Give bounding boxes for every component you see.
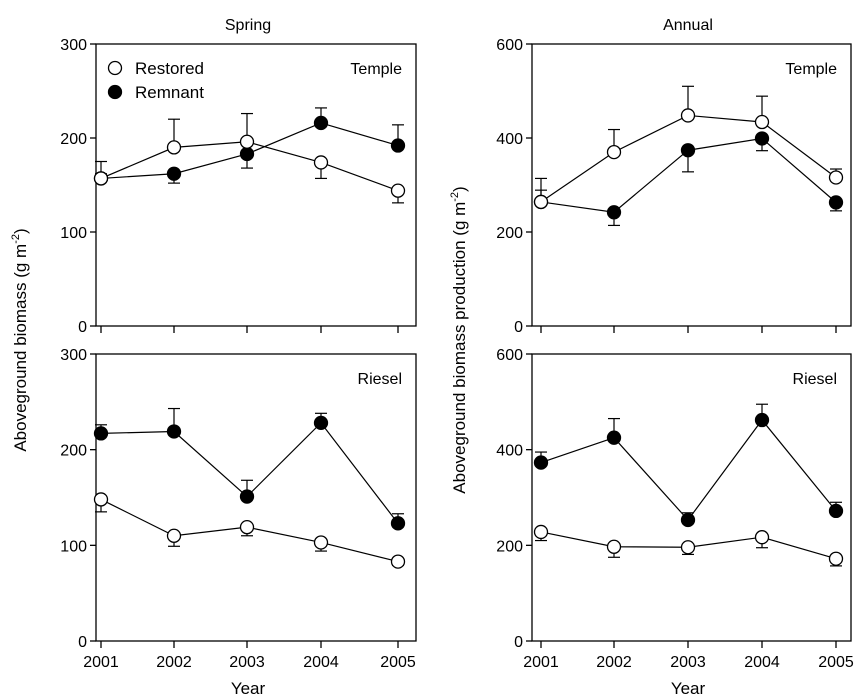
point-remnant xyxy=(313,115,329,131)
panel-riesel: 0 200 400 600 2001 2002 2003 2004 2005 Riesel xyxy=(496,347,854,671)
point-restored xyxy=(680,540,696,555)
panel-riesel: 0 100 200 300 2001 2002 2003 2004 2005 Riesel xyxy=(60,347,417,671)
y-tick-label: 100 xyxy=(60,225,87,242)
point-remnant xyxy=(390,516,406,531)
x-tick-label: 2001 xyxy=(83,654,119,671)
point-restored xyxy=(166,140,182,155)
point-restored xyxy=(754,530,770,545)
column-title-spring: Spring xyxy=(225,17,271,34)
y-tick-label: 400 xyxy=(496,131,523,148)
point-restored xyxy=(93,171,109,186)
x-tick-label: 2002 xyxy=(596,654,632,671)
point-restored xyxy=(533,524,549,540)
y-tick-label: 600 xyxy=(496,37,523,54)
panel-annual-temple: 0 200 400 600 Temple xyxy=(496,37,852,336)
point-restored xyxy=(390,554,406,569)
point-remnant xyxy=(680,143,696,158)
point-remnant xyxy=(606,205,622,220)
x-tick-label: 2002 xyxy=(156,654,192,671)
site-label: Riesel xyxy=(793,371,837,388)
point-remnant xyxy=(680,512,696,528)
y-axis-title-left: Aboveground biomass (g m-2) xyxy=(10,228,30,451)
point-remnant xyxy=(166,166,182,181)
point-remnant xyxy=(166,424,182,439)
legend-marker-remnant xyxy=(107,84,123,100)
series-restored xyxy=(533,85,844,210)
point-remnant xyxy=(93,426,109,441)
series-restored xyxy=(533,524,844,567)
point-restored xyxy=(166,528,182,543)
panels: 0100200300Temple0200400600Temple01002003… xyxy=(60,37,854,671)
point-restored xyxy=(828,170,844,185)
point-remnant xyxy=(533,455,549,470)
point-restored xyxy=(828,551,844,566)
y-tick-label: 0 xyxy=(78,634,87,651)
site-label: Temple xyxy=(785,61,837,78)
x-axis-title-left: Year xyxy=(231,679,266,698)
point-remnant xyxy=(754,412,770,428)
legend-label-remnant: Remnant xyxy=(135,83,204,102)
x-tick-label: 2005 xyxy=(380,654,416,671)
series-remnant xyxy=(533,131,844,227)
x-tick-label: 2005 xyxy=(818,654,854,671)
series-remnant xyxy=(93,407,406,531)
point-remnant xyxy=(313,415,329,431)
plot-frame xyxy=(531,43,852,327)
point-remnant xyxy=(239,489,255,504)
y-tick-label: 300 xyxy=(60,37,87,54)
point-restored xyxy=(754,114,770,130)
series-restored xyxy=(93,112,406,204)
point-restored xyxy=(533,194,549,210)
site-label: Riesel xyxy=(358,371,402,388)
point-restored xyxy=(390,183,406,198)
y-tick-label: 0 xyxy=(514,634,523,651)
series-line-remnant xyxy=(100,421,399,524)
point-restored xyxy=(313,155,329,170)
column-title-annual: Annual xyxy=(663,17,713,34)
series-line-remnant xyxy=(540,419,837,521)
y-tick-label: 100 xyxy=(60,538,87,555)
x-tick-label: 2003 xyxy=(229,654,265,671)
y-tick-label: 400 xyxy=(496,443,523,460)
y-tick-label: 300 xyxy=(60,347,87,364)
series-restored xyxy=(93,492,406,569)
point-remnant xyxy=(239,146,255,162)
point-restored xyxy=(680,108,696,123)
series-remnant xyxy=(533,403,844,528)
point-restored xyxy=(239,134,255,149)
point-remnant xyxy=(828,195,844,210)
y-tick-label: 0 xyxy=(514,319,523,336)
x-tick-label: 2004 xyxy=(744,654,780,671)
x-axis-title-right: Year xyxy=(671,679,706,698)
plot-frame xyxy=(95,353,417,642)
site-label: Temple xyxy=(350,61,402,78)
panel-spring-temple: 0 100 200 300 Temple xyxy=(60,37,417,336)
y-axis-title-right: Aboveground biomass production (g m-2) xyxy=(449,186,469,493)
point-remnant xyxy=(390,138,406,153)
y-tick-label: 200 xyxy=(496,538,523,555)
y-tick-label: 200 xyxy=(60,131,87,148)
legend-label-restored: Restored xyxy=(135,59,204,78)
point-remnant xyxy=(754,131,770,146)
y-tick-label: 200 xyxy=(60,443,87,460)
y-tick-label: 0 xyxy=(78,319,87,336)
x-tick-label: 2004 xyxy=(303,654,339,671)
point-remnant xyxy=(828,503,844,519)
x-tick-label: 2001 xyxy=(523,654,559,671)
x-tick-label: 2003 xyxy=(670,654,706,671)
y-tick-label: 200 xyxy=(496,225,523,242)
point-restored xyxy=(93,492,109,507)
point-restored xyxy=(239,520,255,535)
legend: Restored Remnant xyxy=(107,59,204,102)
plot-frame xyxy=(95,43,417,327)
point-restored xyxy=(313,535,329,550)
point-restored xyxy=(606,144,622,160)
legend-marker-restored xyxy=(107,60,123,76)
point-restored xyxy=(606,539,622,554)
plot-frame xyxy=(531,353,852,642)
point-remnant xyxy=(606,430,622,445)
y-tick-label: 600 xyxy=(496,347,523,364)
